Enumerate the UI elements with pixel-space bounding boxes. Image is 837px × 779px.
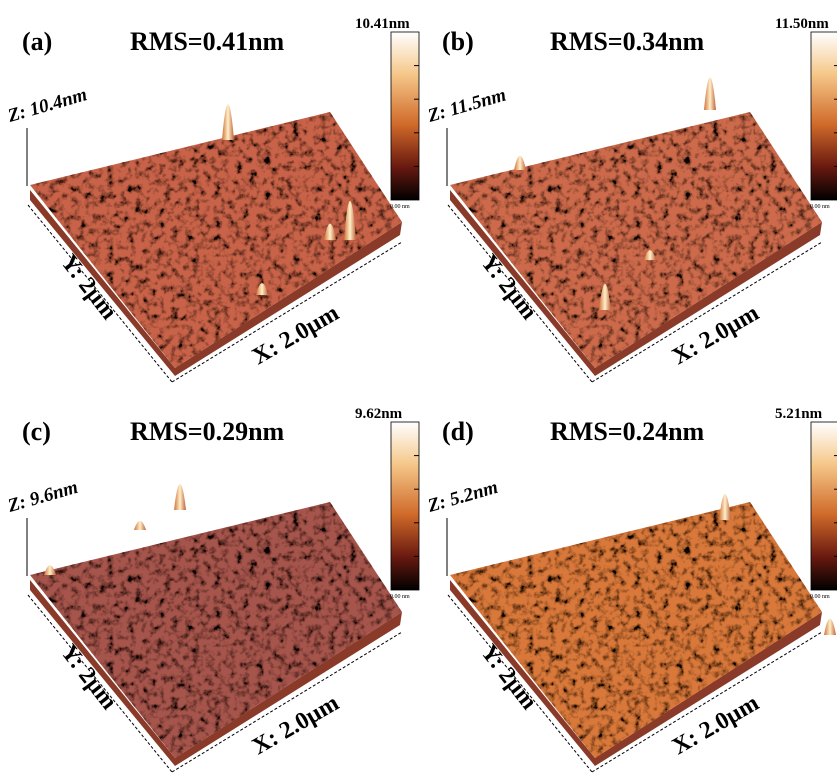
color-bar [810,421,837,591]
z-label: Z: 9.6nm [5,477,81,517]
panel-label: (c) [22,417,51,446]
panel-label: (a) [22,27,52,56]
surface [450,502,822,758]
spike [599,284,611,310]
scale-max: 11.50nm [775,16,829,32]
surface [30,112,402,368]
z-label: Z: 5.2nm [425,477,501,517]
panel-label: (b) [442,27,474,56]
color-bar [390,421,420,591]
z-label: Z: 10.4nm [5,84,90,127]
scale-min: 0.00 nm [390,204,410,210]
spike [324,223,336,240]
y-axis [27,594,173,773]
rms-label: RMS=0.29nm [130,417,285,446]
surface [450,190,822,376]
surface [30,580,402,766]
spike [644,250,656,260]
panel-label: (d) [442,417,474,446]
spike [514,155,526,170]
spike [719,494,731,520]
y-axis [447,594,593,773]
spike [344,201,356,240]
rms-label: RMS=0.41nm [130,27,285,56]
spike [704,77,716,110]
spike [824,618,836,635]
z-label: Z: 11.5nm [425,85,509,128]
spike [174,484,186,510]
color-bar [810,31,837,201]
surface [450,112,822,368]
y-axis [447,204,593,383]
y-axis [27,204,173,383]
rms-label: RMS=0.34nm [550,27,705,56]
color-bar [390,31,420,201]
scale-max: 9.62nm [355,406,403,422]
scale-min: 0.00 nm [810,594,830,600]
scale-max: 10.41nm [355,16,410,32]
scale-min: 0.00 nm [390,594,410,600]
spike [256,283,268,295]
scale-max: 5.21nm [775,406,823,422]
rms-label: RMS=0.24nm [550,417,705,446]
spike [222,104,234,140]
spike [44,565,56,575]
spike [134,520,146,530]
scale-min: 0.00 nm [810,204,830,210]
surface [30,502,402,758]
surface [30,190,402,376]
surface [450,580,822,766]
